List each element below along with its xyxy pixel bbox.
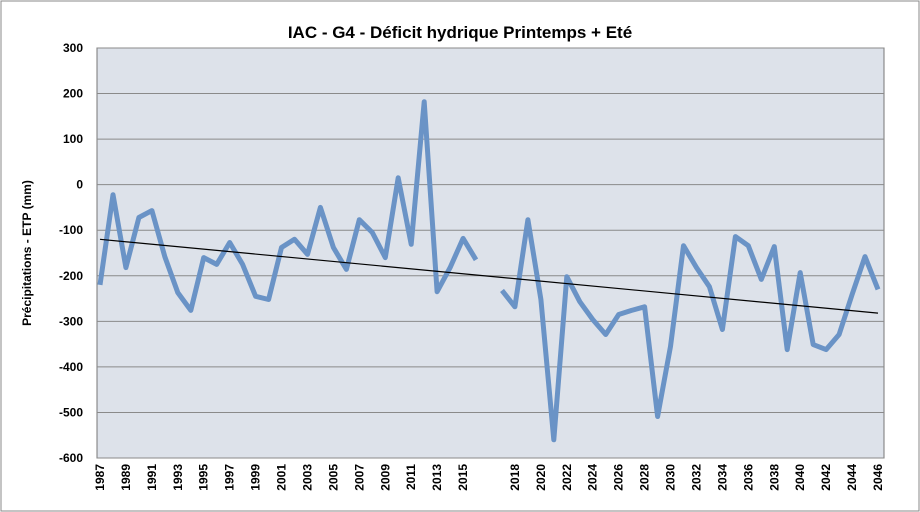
y-tick-label: 0	[76, 178, 83, 192]
x-tick-label: 1995	[197, 464, 211, 491]
y-tick-label: -300	[59, 314, 83, 328]
x-tick-label: 2001	[275, 464, 289, 491]
x-tick-label: 2046	[871, 464, 885, 491]
x-tick-label: 2009	[378, 464, 392, 491]
data-line	[97, 99, 881, 443]
x-tick-label: 2024	[586, 464, 600, 491]
x-tick-label: 2040	[793, 464, 807, 491]
x-tick-label: 2003	[300, 464, 314, 491]
x-tick-label: 2011	[404, 464, 418, 490]
x-tick-label: 2013	[430, 464, 444, 491]
y-tick-label: -200	[59, 269, 83, 283]
x-tick-label: 1987	[93, 464, 107, 491]
x-tick-label: 2038	[767, 464, 781, 491]
y-tick-label: 100	[63, 132, 83, 146]
y-axis-label: Précipitations - ETP (mm)	[20, 180, 34, 326]
y-tick-label: 300	[63, 41, 83, 55]
x-tick-label: 1993	[171, 464, 185, 491]
trend-line	[99, 238, 879, 314]
x-tick-label: 2044	[845, 464, 859, 491]
chart-title: IAC - G4 - Déficit hydrique Printemps + …	[288, 23, 632, 42]
y-tick-label: -400	[59, 360, 83, 374]
plot-area	[96, 47, 885, 459]
x-tick-label: 1999	[249, 464, 263, 491]
x-tick-label: 2018	[508, 464, 522, 491]
x-tick-label: 2032	[689, 464, 703, 491]
x-tick-label: 2034	[715, 464, 729, 491]
x-tick-label: 2015	[456, 464, 470, 491]
x-tick-label: 1991	[145, 464, 159, 491]
x-tick-label: 2005	[326, 464, 340, 491]
y-tick-label: 200	[63, 87, 83, 101]
x-tick-label: 2026	[612, 464, 626, 491]
x-tick-label: 2022	[560, 464, 574, 491]
x-tick-label: 2007	[352, 464, 366, 491]
x-tick-label: 2020	[534, 464, 548, 491]
x-tick-label: 2036	[741, 464, 755, 491]
y-tick-label: -100	[59, 223, 83, 237]
y-tick-label: -500	[59, 405, 83, 419]
x-tick-label: 2042	[819, 464, 833, 491]
x-tick-label: 1989	[119, 464, 133, 491]
x-tick-label: 2030	[664, 464, 678, 491]
x-tick-label: 1997	[223, 464, 237, 491]
x-tick-label: 2028	[638, 464, 652, 491]
y-tick-label: -600	[59, 451, 83, 465]
